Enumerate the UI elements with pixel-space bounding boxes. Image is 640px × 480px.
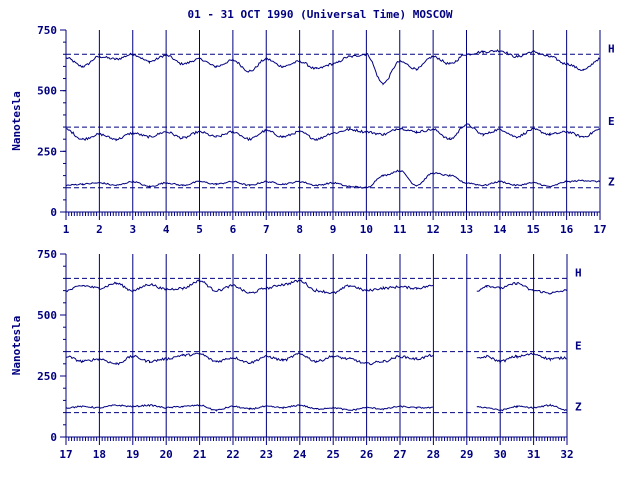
x-tick-label: 22 (226, 448, 239, 461)
series-label-z: Z (608, 176, 615, 189)
x-tick-label: 13 (460, 223, 473, 236)
y-axis-label: Nanotesla (10, 91, 23, 151)
series-label-z: Z (575, 401, 582, 414)
x-tick-label: 8 (296, 223, 303, 236)
series-line-h (65, 49, 601, 86)
series-line-z (65, 169, 601, 189)
series-line-e (66, 122, 601, 142)
x-tick-label: 15 (527, 223, 540, 236)
x-tick-label: 27 (393, 448, 406, 461)
series-label-e: E (608, 115, 615, 128)
x-tick-label: 1 (63, 223, 70, 236)
x-tick-label: 2 (96, 223, 103, 236)
x-tick-label: 7 (263, 223, 270, 236)
x-tick-label: 32 (560, 448, 573, 461)
x-tick-label: 31 (527, 448, 541, 461)
x-tick-label: 18 (93, 448, 106, 461)
x-tick-label: 11 (393, 223, 407, 236)
x-tick-label: 16 (560, 223, 574, 236)
x-tick-label: 30 (494, 448, 507, 461)
y-tick-label: 250 (37, 370, 57, 383)
y-tick-label: 750 (37, 248, 57, 261)
x-tick-label: 6 (230, 223, 237, 236)
series-label-e: E (575, 340, 582, 353)
x-tick-label: 17 (593, 223, 606, 236)
x-tick-label: 25 (327, 448, 340, 461)
x-tick-label: 26 (360, 448, 374, 461)
x-tick-label: 10 (360, 223, 373, 236)
series-label-h: H (608, 42, 615, 55)
series-line-h (65, 279, 568, 295)
x-tick-label: 19 (126, 448, 139, 461)
x-tick-label: 3 (129, 223, 136, 236)
y-axis-label: Nanotesla (10, 316, 23, 376)
x-tick-label: 12 (427, 223, 440, 236)
x-tick-label: 20 (160, 448, 173, 461)
y-tick-label: 0 (50, 206, 57, 219)
x-tick-label: 14 (493, 223, 507, 236)
y-tick-label: 500 (37, 309, 57, 322)
x-tick-label: 23 (260, 448, 273, 461)
y-tick-label: 250 (37, 145, 57, 158)
series-line-e (65, 351, 568, 366)
y-tick-label: 750 (37, 24, 57, 37)
y-tick-label: 500 (37, 85, 57, 98)
x-tick-label: 21 (193, 448, 207, 461)
series-label-h: H (575, 266, 582, 279)
x-tick-label: 9 (330, 223, 337, 236)
y-tick-label: 0 (50, 431, 57, 444)
x-tick-label: 17 (59, 448, 72, 461)
x-tick-label: 4 (163, 223, 170, 236)
x-tick-label: 5 (196, 223, 203, 236)
x-tick-label: 28 (427, 448, 440, 461)
x-tick-label: 29 (460, 448, 473, 461)
series-line-z (65, 403, 568, 412)
chart-title: 01 - 31 OCT 1990 (Universal Time) MOSCOW (187, 8, 453, 21)
x-tick-label: 24 (293, 448, 307, 461)
